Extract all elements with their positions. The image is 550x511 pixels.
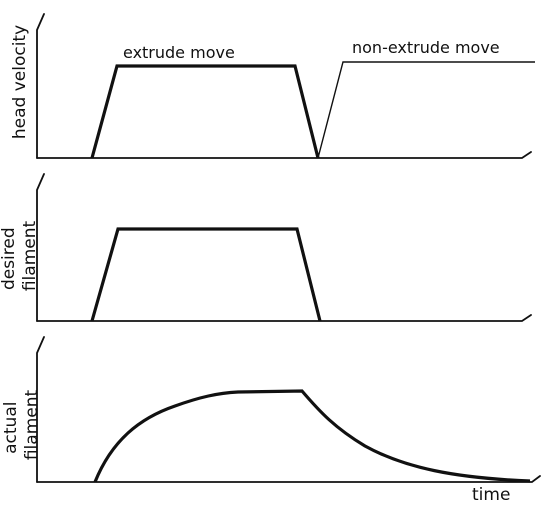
panel1-x-axis	[36, 151, 532, 159]
panel-head-velocity: extrude move non-extrude move head veloc…	[10, 13, 535, 159]
actual-filament-trace	[93, 389, 531, 483]
panel-actual-filament: actual filament time	[1, 336, 541, 505]
non-extrude-move-velocity-trace	[317, 61, 535, 159]
panel3-y-label-line1: actual	[1, 402, 21, 454]
panel1-y-axis	[36, 13, 45, 159]
desired-filament-trace	[90, 227, 322, 322]
panel2-y-label: desired filament	[0, 221, 40, 292]
panel3-y-axis	[36, 336, 45, 483]
panel3-x-axis	[36, 475, 541, 483]
panel2-y-axis	[36, 173, 45, 322]
non-extrude-move-label: non-extrude move	[352, 38, 500, 57]
extrude-move-velocity-trace	[90, 64, 320, 159]
panel1-y-label-line1: head velocity	[10, 25, 30, 139]
panel2-y-label-line2: filament	[20, 221, 40, 292]
time-axis-label: time	[472, 485, 510, 505]
extrude-move-label: extrude move	[123, 43, 235, 62]
panel1-y-label: head velocity	[10, 25, 30, 139]
panel3-y-label: actual filament	[1, 390, 42, 461]
panel3-y-label-line2: filament	[22, 390, 42, 461]
panel2-y-label-line1: desired	[0, 227, 19, 290]
panel-desired-filament: desired filament	[0, 173, 532, 322]
panel2-x-axis	[36, 314, 532, 322]
